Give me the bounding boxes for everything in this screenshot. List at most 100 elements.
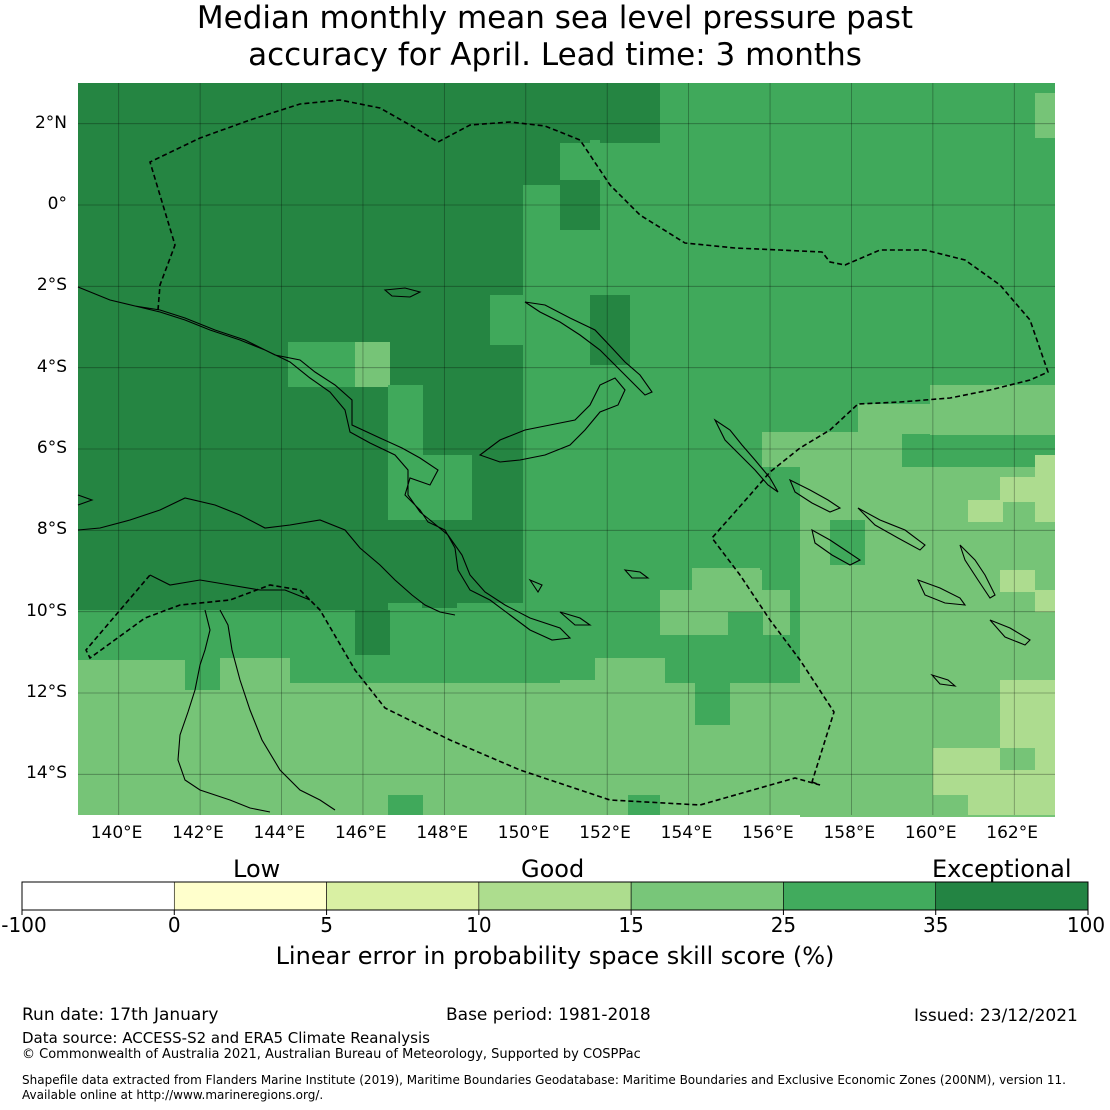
base-period: Base period: 1981-2018 bbox=[446, 1005, 651, 1025]
skill-cell-16 bbox=[78, 470, 388, 610]
skill-cell-53 bbox=[1035, 93, 1055, 138]
longitude-tick-label: 148°E bbox=[416, 823, 469, 843]
longitude-tick-label: 140°E bbox=[90, 823, 143, 843]
colorbar-segment bbox=[783, 881, 937, 911]
skill-cell-3 bbox=[520, 83, 660, 143]
run-date: Run date: 17th January bbox=[22, 1005, 219, 1025]
longitude-tick-label: 160°E bbox=[904, 823, 957, 843]
skill-cell-19 bbox=[355, 610, 390, 655]
skill-cell-4 bbox=[520, 140, 560, 185]
longitude-tick-label: 156°E bbox=[742, 823, 794, 843]
colorbar-word-good: Good bbox=[521, 855, 585, 883]
colorbar-segment bbox=[478, 881, 632, 911]
skill-cell-23 bbox=[220, 658, 290, 713]
colorbar-tick-label: 10 bbox=[466, 913, 492, 937]
skill-cell-50 bbox=[1000, 748, 1035, 770]
colorbar-segment bbox=[630, 881, 784, 911]
longitude-tick-label: 142°E bbox=[172, 823, 224, 843]
coastline-cape-york bbox=[177, 609, 271, 813]
latitude-tick-label: 12°S bbox=[26, 682, 67, 702]
colorbar-segment bbox=[173, 881, 327, 911]
coastline-makira bbox=[989, 619, 1031, 646]
eez-boundary-south bbox=[85, 574, 821, 806]
longitude-tick-label: 144°E bbox=[253, 823, 306, 843]
coastlines bbox=[77, 286, 1031, 813]
coastline-cape-york-east bbox=[219, 609, 336, 811]
skill-cell-49 bbox=[933, 795, 968, 815]
longitude-tick-label: 146°E bbox=[334, 823, 387, 843]
copyright: © Commonwealth of Australia 2021, Austra… bbox=[22, 1047, 641, 1062]
colorbar-tick-label: 25 bbox=[770, 913, 797, 937]
coastline-choiseul bbox=[788, 478, 842, 513]
skill-cell-14 bbox=[560, 365, 590, 465]
skill-cell-47 bbox=[1000, 680, 1055, 750]
latitude-tick-label: 14°S bbox=[26, 763, 67, 784]
colorbar-tick-label: 100 bbox=[1066, 913, 1106, 937]
skill-cell-46 bbox=[1035, 590, 1055, 612]
skill-cell-34 bbox=[660, 590, 790, 635]
skill-cell-41 bbox=[968, 500, 1003, 522]
coastline-new-britain bbox=[478, 377, 626, 463]
latitude-tick-label: 2°N bbox=[34, 112, 67, 133]
colorbar-segment bbox=[21, 881, 175, 911]
skill-cell-28 bbox=[422, 740, 522, 775]
colorbar-tick-label: 35 bbox=[922, 913, 949, 937]
skill-cell-29 bbox=[490, 770, 630, 815]
chart-title: Median monthly mean sea level pressure p… bbox=[0, 0, 1110, 74]
skill-cell-13 bbox=[422, 455, 472, 520]
skill-cell-26 bbox=[355, 748, 390, 815]
skill-cell-45 bbox=[1000, 570, 1035, 592]
skill-cell-30 bbox=[388, 795, 423, 815]
colorbar-segment bbox=[326, 881, 480, 911]
skill-cell-52 bbox=[830, 520, 865, 565]
title-line-1: Median monthly mean sea level pressure p… bbox=[196, 0, 914, 36]
longitude-tick-label: 162°E bbox=[986, 823, 1038, 843]
latitude-tick-label: 10°S bbox=[26, 600, 67, 621]
skill-cell-44 bbox=[1035, 500, 1055, 522]
colorbar-tick-label: 0 bbox=[167, 913, 181, 937]
coastline-new-ireland bbox=[524, 301, 653, 396]
coastline-new-georgia bbox=[811, 528, 862, 566]
eez-boundary bbox=[85, 99, 1049, 806]
latitude-tick-label: 8°S bbox=[36, 519, 67, 540]
longitude-tick-label: 152°E bbox=[579, 823, 631, 843]
latitude-tick-label: 4°S bbox=[36, 356, 67, 377]
colorbar-word-exceptional: Exceptional bbox=[932, 855, 1072, 883]
skill-cell-11 bbox=[355, 342, 390, 387]
coastline-torres-strait bbox=[77, 494, 94, 506]
skill-cell-17 bbox=[385, 520, 425, 570]
coastline-woodlark bbox=[528, 578, 543, 594]
longitude-tick-label: 150°E bbox=[497, 823, 550, 843]
data-source: Data source: ACCESS-S2 and ERA5 Climate … bbox=[22, 1029, 430, 1047]
skill-cell-31 bbox=[628, 795, 660, 815]
latitude-tick-label: 0° bbox=[47, 194, 67, 214]
coastline-bougainville bbox=[713, 418, 779, 493]
coastline-santa-isabel bbox=[857, 507, 926, 551]
skill-cell-40 bbox=[930, 385, 1055, 435]
skill-cell-6 bbox=[590, 140, 600, 180]
coastline-malaita bbox=[959, 544, 996, 599]
skill-cell-54 bbox=[800, 590, 835, 635]
coastline-louisiade bbox=[559, 611, 592, 626]
skill-cell-33 bbox=[595, 658, 665, 683]
shapefile-credit-1: Shapefile data extracted from Flanders M… bbox=[22, 1073, 1066, 1087]
skill-cell-5 bbox=[560, 180, 600, 230]
skill-cell-43 bbox=[1035, 455, 1055, 500]
coastline-guadalcanal bbox=[916, 579, 967, 606]
skill-cell-35 bbox=[695, 680, 730, 725]
skill-cell-9 bbox=[590, 295, 630, 365]
colorbar-tick-label: -100 bbox=[1, 913, 47, 937]
skill-cell-8 bbox=[525, 205, 560, 250]
colorbar-label: Linear error in probability space skill … bbox=[275, 942, 835, 970]
shapefile-credit-2: Available online at http://www.marinereg… bbox=[22, 1088, 324, 1102]
skill-cell-24 bbox=[290, 690, 325, 725]
colorbar-tick-label: 5 bbox=[320, 913, 333, 937]
map-gridlines bbox=[78, 83, 1055, 815]
coastline-new-guinea-south bbox=[77, 497, 456, 616]
skill-cell-55 bbox=[728, 612, 763, 637]
coastline-manus bbox=[383, 287, 422, 298]
colorbar-outline bbox=[21, 881, 1089, 911]
colorbar bbox=[21, 881, 1089, 915]
coastline-rennell bbox=[930, 673, 957, 687]
